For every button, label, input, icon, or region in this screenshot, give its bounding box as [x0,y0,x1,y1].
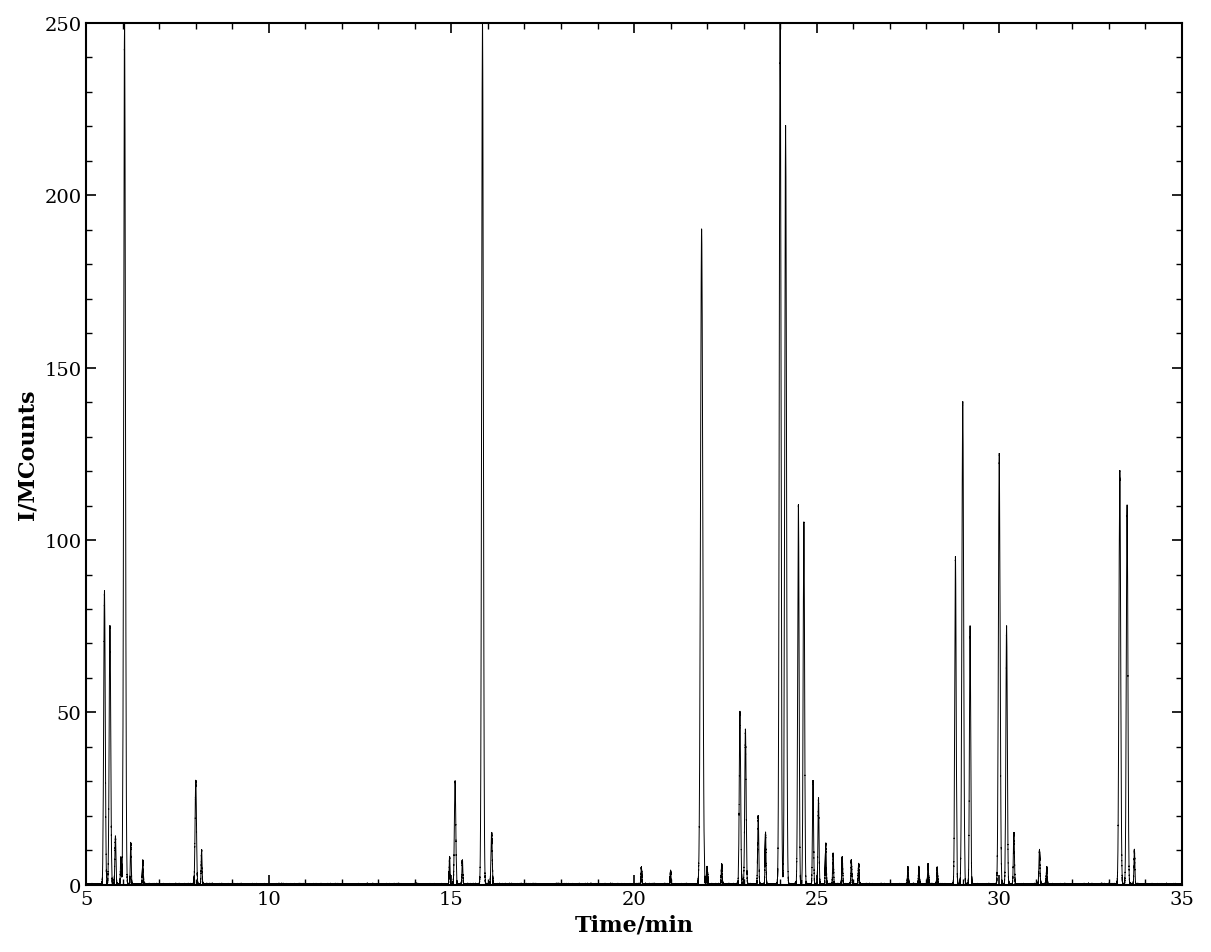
Y-axis label: I/MCounts: I/MCounts [17,389,39,520]
X-axis label: Time/min: Time/min [574,913,694,936]
